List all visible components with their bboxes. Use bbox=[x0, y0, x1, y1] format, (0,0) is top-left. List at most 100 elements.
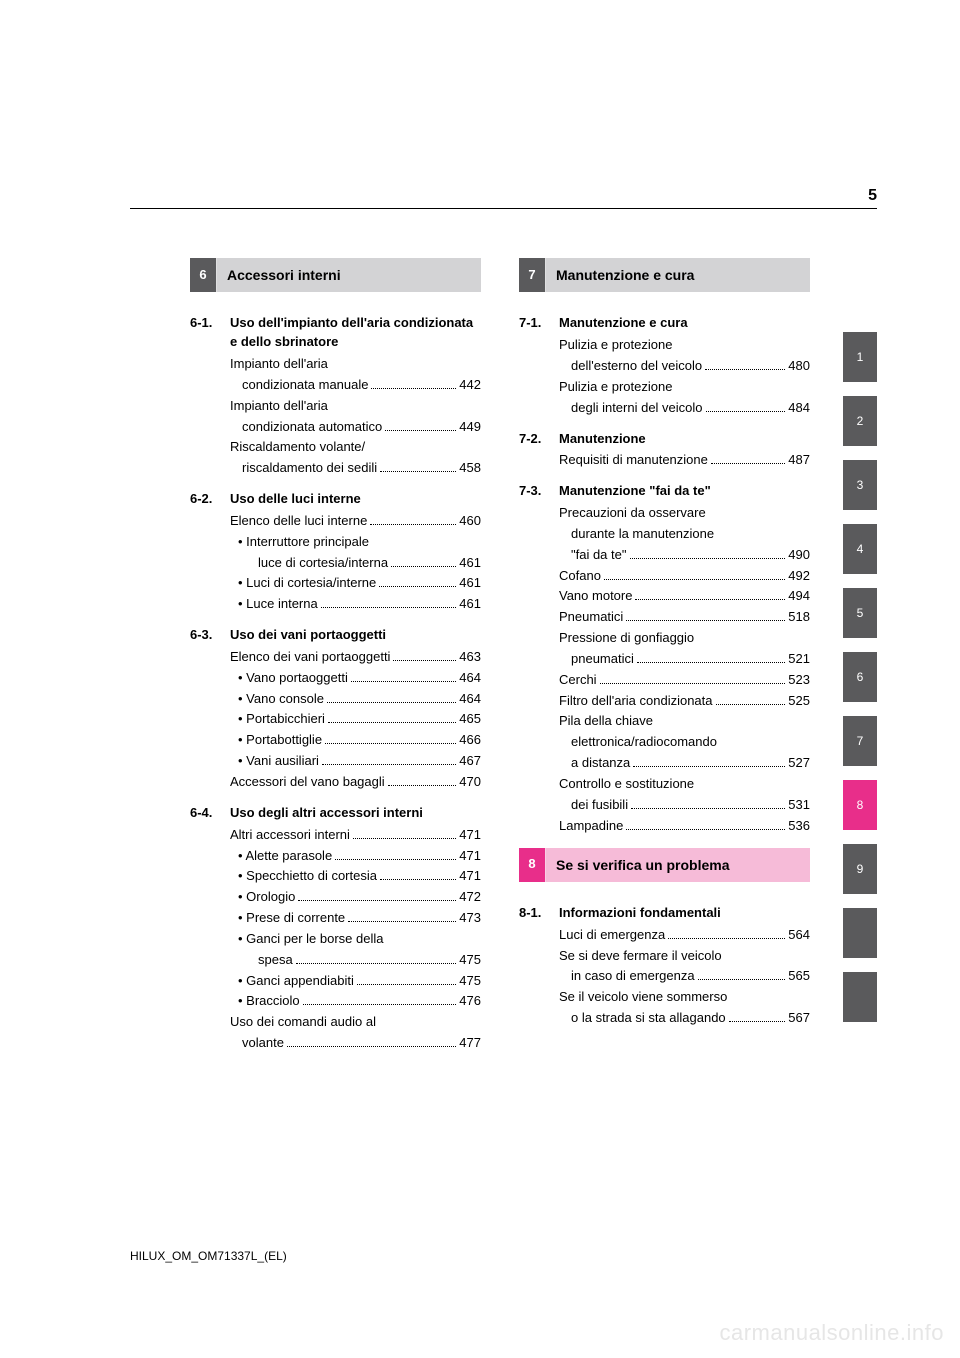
chapter-title: Accessori interni bbox=[216, 258, 481, 292]
toc-entry-page: 564 bbox=[788, 926, 810, 945]
toc-entry: Impianto dell'aria bbox=[230, 355, 481, 374]
toc-entry-label: Pneumatici bbox=[559, 608, 623, 627]
section-title: Manutenzione e cura bbox=[559, 314, 810, 333]
toc-entry-label: Cofano bbox=[559, 567, 601, 586]
toc-entry-label: pneumatici bbox=[559, 650, 634, 669]
chapter-number: 7 bbox=[519, 258, 545, 292]
toc-entry-label: Cerchi bbox=[559, 671, 597, 690]
section-title: Uso delle luci interne bbox=[230, 490, 481, 509]
toc-leader-dots bbox=[303, 1004, 457, 1005]
toc-entry-label: Uso dei comandi audio al bbox=[230, 1013, 376, 1032]
toc-entry-page: 567 bbox=[788, 1009, 810, 1028]
page: 5 6Accessori interni6-1.Uso dell'impiant… bbox=[0, 0, 960, 1358]
toc-entry: Precauzioni da osservare bbox=[559, 504, 810, 523]
toc-entry-label: Portabicchieri bbox=[238, 710, 325, 729]
side-tab[interactable]: 9 bbox=[843, 844, 877, 894]
toc-entry-page: 523 bbox=[788, 671, 810, 690]
section-title: Uso degli altri accessori interni bbox=[230, 804, 481, 823]
side-tab[interactable] bbox=[843, 972, 877, 1022]
toc-section: 6-4.Uso degli altri accessori interniAlt… bbox=[190, 804, 481, 1055]
side-tab[interactable]: 7 bbox=[843, 716, 877, 766]
toc-entry-label: Ganci appendiabiti bbox=[238, 972, 354, 991]
toc-entry: Portabicchieri465 bbox=[230, 710, 481, 729]
toc-entry-label: Altri accessori interni bbox=[230, 826, 350, 845]
toc-entry: Elenco dei vani portaoggetti463 bbox=[230, 648, 481, 667]
side-tab[interactable]: 5 bbox=[843, 588, 877, 638]
toc-entry-label: degli interni del veicolo bbox=[559, 399, 703, 418]
toc-entry-label: riscaldamento dei sedili bbox=[230, 459, 377, 478]
toc-entry-page: 518 bbox=[788, 608, 810, 627]
section-number: 7-1. bbox=[519, 314, 559, 419]
chapter-title: Manutenzione e cura bbox=[545, 258, 810, 292]
toc-entry-label: condizionata automatico bbox=[230, 418, 382, 437]
toc-entry-page: 475 bbox=[459, 972, 481, 991]
chapter-header: 7Manutenzione e cura bbox=[519, 258, 810, 292]
toc-entry-label: Specchietto di cortesia bbox=[238, 867, 377, 886]
side-tab[interactable]: 4 bbox=[843, 524, 877, 574]
section-title: Uso dei vani portaoggetti bbox=[230, 626, 481, 645]
toc-entry: Ganci per le borse della bbox=[230, 930, 481, 949]
toc-entry-page: 484 bbox=[788, 399, 810, 418]
toc-entry-page: 463 bbox=[459, 648, 481, 667]
toc-entry: o la strada si sta allagando567 bbox=[559, 1009, 810, 1028]
toc-entry: spesa475 bbox=[230, 951, 481, 970]
toc-entry-label: Filtro dell'aria condizionata bbox=[559, 692, 713, 711]
side-tab[interactable]: 8 bbox=[843, 780, 877, 830]
toc-entry: condizionata manuale442 bbox=[230, 376, 481, 395]
toc-entry-label: luce di cortesia/interna bbox=[230, 554, 388, 573]
toc-entry-label: Impianto dell'aria bbox=[230, 397, 328, 416]
toc-entry-page: 472 bbox=[459, 888, 481, 907]
toc-entry-page: 492 bbox=[788, 567, 810, 586]
section-body: Uso degli altri accessori interni Altri a… bbox=[230, 804, 481, 1055]
toc-leader-dots bbox=[716, 704, 786, 705]
toc-entry: Pila della chiave bbox=[559, 712, 810, 731]
section-title: Uso dell'impianto dell'aria condizionata… bbox=[230, 314, 481, 352]
section-number: 6-3. bbox=[190, 626, 230, 794]
toc-entry-page: 442 bbox=[459, 376, 481, 395]
toc-section: 7-2.ManutenzioneRequisiti di manutenzion… bbox=[519, 430, 810, 473]
side-tab[interactable] bbox=[843, 908, 877, 958]
toc-entry: pneumatici521 bbox=[559, 650, 810, 669]
toc-entry-page: 461 bbox=[459, 554, 481, 573]
toc-entry: dei fusibili531 bbox=[559, 796, 810, 815]
toc-entry: Pulizia e protezione bbox=[559, 336, 810, 355]
toc-leader-dots bbox=[633, 766, 785, 767]
toc-entry-page: 527 bbox=[788, 754, 810, 773]
toc-entry-label: Bracciolo bbox=[238, 992, 300, 1011]
toc-entry-page: 536 bbox=[788, 817, 810, 836]
toc-leader-dots bbox=[327, 702, 456, 703]
toc-entry-label: Vano motore bbox=[559, 587, 632, 606]
toc-entry-label: dei fusibili bbox=[559, 796, 628, 815]
toc-entry-label: Elenco delle luci interne bbox=[230, 512, 367, 531]
toc-entry: Prese di corrente473 bbox=[230, 909, 481, 928]
toc-entry-label: Controllo e sostituzione bbox=[559, 775, 694, 794]
toc-entry: in caso di emergenza565 bbox=[559, 967, 810, 986]
toc-leader-dots bbox=[711, 463, 785, 464]
side-tab[interactable]: 1 bbox=[843, 332, 877, 382]
toc-entry-label: Riscaldamento volante/ bbox=[230, 438, 365, 457]
side-tab[interactable]: 3 bbox=[843, 460, 877, 510]
side-tab[interactable]: 2 bbox=[843, 396, 877, 446]
toc-section: 7-3.Manutenzione "fai da te"Precauzioni … bbox=[519, 482, 810, 837]
right-column: 7Manutenzione e cura7-1.Manutenzione e c… bbox=[519, 258, 810, 1065]
toc-leader-dots bbox=[351, 681, 456, 682]
toc-leader-dots bbox=[370, 524, 456, 525]
toc-leader-dots bbox=[393, 660, 456, 661]
section-body: Manutenzione e cura Pulizia e protezione d… bbox=[559, 314, 810, 419]
toc-leader-dots bbox=[353, 838, 456, 839]
section-body: Uso dell'impianto dell'aria condizionata… bbox=[230, 314, 481, 480]
toc-entry: Luci di emergenza 564 bbox=[559, 926, 810, 945]
side-tab[interactable]: 6 bbox=[843, 652, 877, 702]
toc-entry-label: Luci di emergenza bbox=[559, 926, 665, 945]
toc-entry-page: 490 bbox=[788, 546, 810, 565]
toc-entry: condizionata automatico449 bbox=[230, 418, 481, 437]
toc-entry: Vano console464 bbox=[230, 690, 481, 709]
footer-code: HILUX_OM_OM71337L_(EL) bbox=[130, 1249, 287, 1263]
toc-leader-dots bbox=[371, 388, 456, 389]
toc-entry: Altri accessori interni471 bbox=[230, 826, 481, 845]
toc-entry-label: Pulizia e protezione bbox=[559, 378, 672, 397]
toc-entry: Pneumatici 518 bbox=[559, 608, 810, 627]
section-number: 8-1. bbox=[519, 904, 559, 1030]
toc-section: 6-2.Uso delle luci interneElenco delle l… bbox=[190, 490, 481, 616]
toc-entry-label: Pila della chiave bbox=[559, 712, 653, 731]
